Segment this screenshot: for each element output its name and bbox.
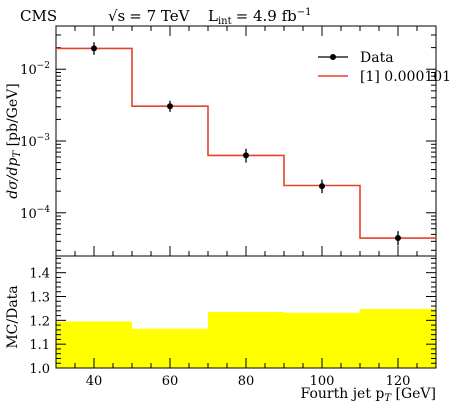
ratio-x-tick-label: 60 (162, 374, 179, 389)
data-point (243, 148, 249, 163)
tick-base: 10 (20, 135, 37, 150)
main-x-ticks (55, 26, 437, 256)
ratio-x-tick-label: 100 (310, 374, 335, 389)
experiment-label: CMS (20, 7, 57, 25)
ratio-y-tick-label: 1.1 (29, 338, 50, 353)
ylabel-unit: [pb/GeV] (5, 83, 21, 151)
lumi-exponent: −1 (297, 7, 312, 18)
legend: Data [1] 0.000101 (318, 50, 450, 85)
ratio-x-axis: 40 60 80 100 120 (55, 358, 437, 389)
ratio-panel: 1.0 1.1 1.2 1.3 1.4 40 60 80 100 120 MC/Data Fou… (5, 255, 437, 404)
luminosity-label: Lint = 4.9 fb−1 (208, 7, 312, 27)
legend-entry-data: Data (318, 50, 394, 66)
ratio-x-tick-label: 80 (238, 374, 255, 389)
data-marker (319, 183, 325, 190)
tick-base: 10 (20, 63, 37, 78)
figure-header: CMS √s = 7 TeV Lint = 4.9 fb−1 (20, 7, 312, 27)
ratio-y-tick-label: 1.0 (29, 362, 50, 377)
data-marker (243, 152, 249, 159)
tick-exponent: −2 (37, 61, 50, 71)
ylabel-sub: T (12, 150, 23, 158)
lumi-value: = 4.9 fb (236, 7, 297, 25)
main-y-tick-label: 10−4 (20, 205, 50, 222)
data-marker (91, 45, 97, 52)
ylabel-main: dσ/dp (5, 158, 21, 199)
legend-data-label: Data (360, 50, 394, 66)
energy-label: √s = 7 TeV (108, 7, 191, 25)
xlabel-sub: T (384, 393, 392, 404)
data-point (395, 231, 401, 246)
data-point (91, 42, 97, 55)
main-panel: 10−410−310−2 dσ/dpT [pb/GeV] Data [1] 0.… (5, 25, 450, 257)
xlabel-main: Fourth jet p (301, 386, 385, 402)
energy-sqrt: √s (108, 7, 125, 25)
ratio-y-axis-label: MC/Data (5, 285, 21, 348)
legend-mc-label: [1] 0.000101 (360, 69, 450, 85)
main-y-axis-label: dσ/dpT [pb/GeV] (5, 83, 23, 198)
data-point (319, 179, 325, 194)
tick-exponent: −4 (37, 205, 51, 215)
ratio-y-axis: 1.0 1.1 1.2 1.3 1.4 (29, 257, 436, 377)
tick-base: 10 (20, 207, 37, 222)
ratio-x-tick-label: 120 (386, 374, 411, 389)
data-points (91, 42, 401, 246)
main-y-axis: 10−410−310−2 (20, 25, 436, 251)
ratio-x-axis-label: Fourth jet pT [GeV] (301, 386, 436, 404)
legend-entry-mc: [1] 0.000101 (318, 69, 450, 85)
legend-data-marker (330, 54, 336, 60)
ratio-y-tick-label: 1.3 (29, 291, 50, 306)
data-marker (167, 103, 173, 110)
energy-value: = 7 TeV (129, 7, 190, 25)
lumi-subscript: int (218, 16, 232, 27)
ratio-y-tick-label: 1.4 (29, 267, 50, 282)
data-point (167, 100, 173, 112)
main-y-tick-label: 10−2 (20, 61, 50, 78)
tick-exponent: −3 (37, 133, 51, 143)
data-marker (395, 235, 401, 242)
ratio-y-tick-label: 1.2 (29, 314, 50, 329)
xlabel-unit: [GeV] (391, 386, 436, 402)
lumi-symbol: L (208, 7, 218, 25)
ratio-x-tick-label: 40 (86, 374, 103, 389)
main-y-tick-label: 10−3 (20, 133, 50, 150)
